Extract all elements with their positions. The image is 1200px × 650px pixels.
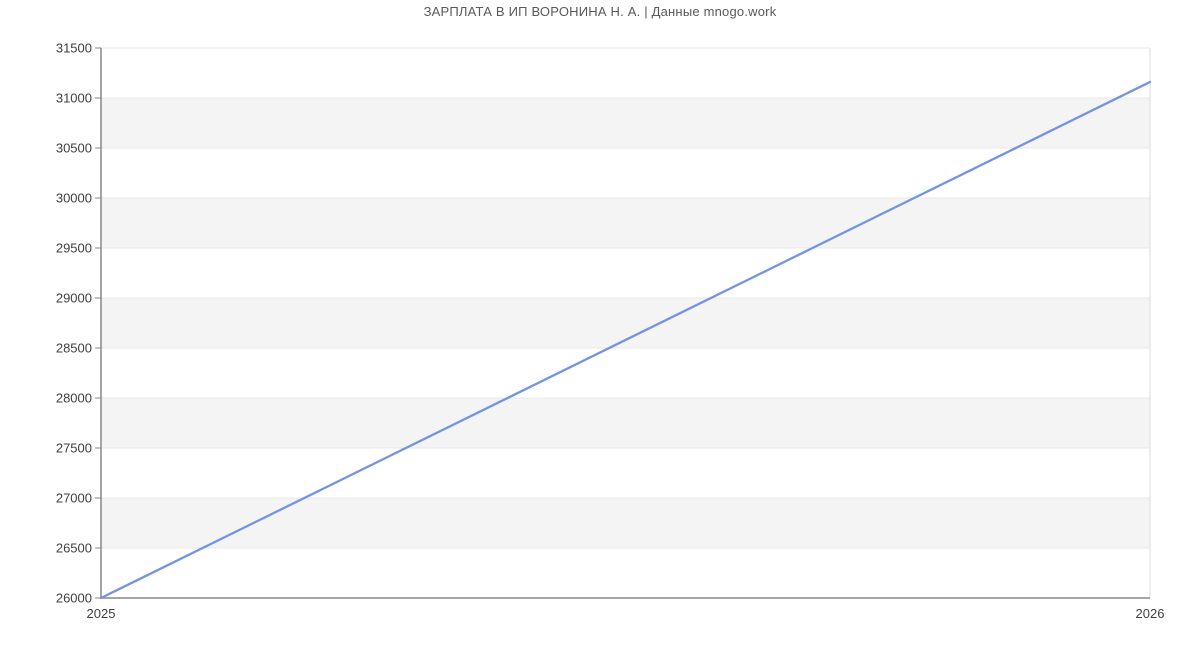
salary-trend-line: [99, 80, 1152, 600]
y-tick-label: 26000: [56, 591, 92, 606]
y-tick-label: 26500: [56, 541, 92, 556]
chart-title: ЗАРПЛАТА В ИП ВОРОНИНА Н. А. | Данные mn…: [423, 4, 777, 19]
x-tick-label: 2025: [87, 606, 116, 621]
plot-band: [101, 198, 1150, 248]
plot-band: [101, 498, 1150, 548]
y-tick-label: 30000: [56, 191, 92, 206]
y-tick-label: 27500: [56, 441, 92, 456]
plot-band: [101, 98, 1150, 148]
y-tick-label: 28500: [56, 341, 92, 356]
y-tick-label: 31000: [56, 91, 92, 106]
x-tick-label: 2026: [1136, 606, 1165, 621]
y-tick-label: 29500: [56, 241, 92, 256]
y-tick-label: 29000: [56, 291, 92, 306]
y-tick-label: 31500: [56, 41, 92, 56]
y-tick-label: 28000: [56, 391, 92, 406]
y-tick-label: 27000: [56, 491, 92, 506]
plot-band: [101, 398, 1150, 448]
y-tick-label: 30500: [56, 141, 92, 156]
